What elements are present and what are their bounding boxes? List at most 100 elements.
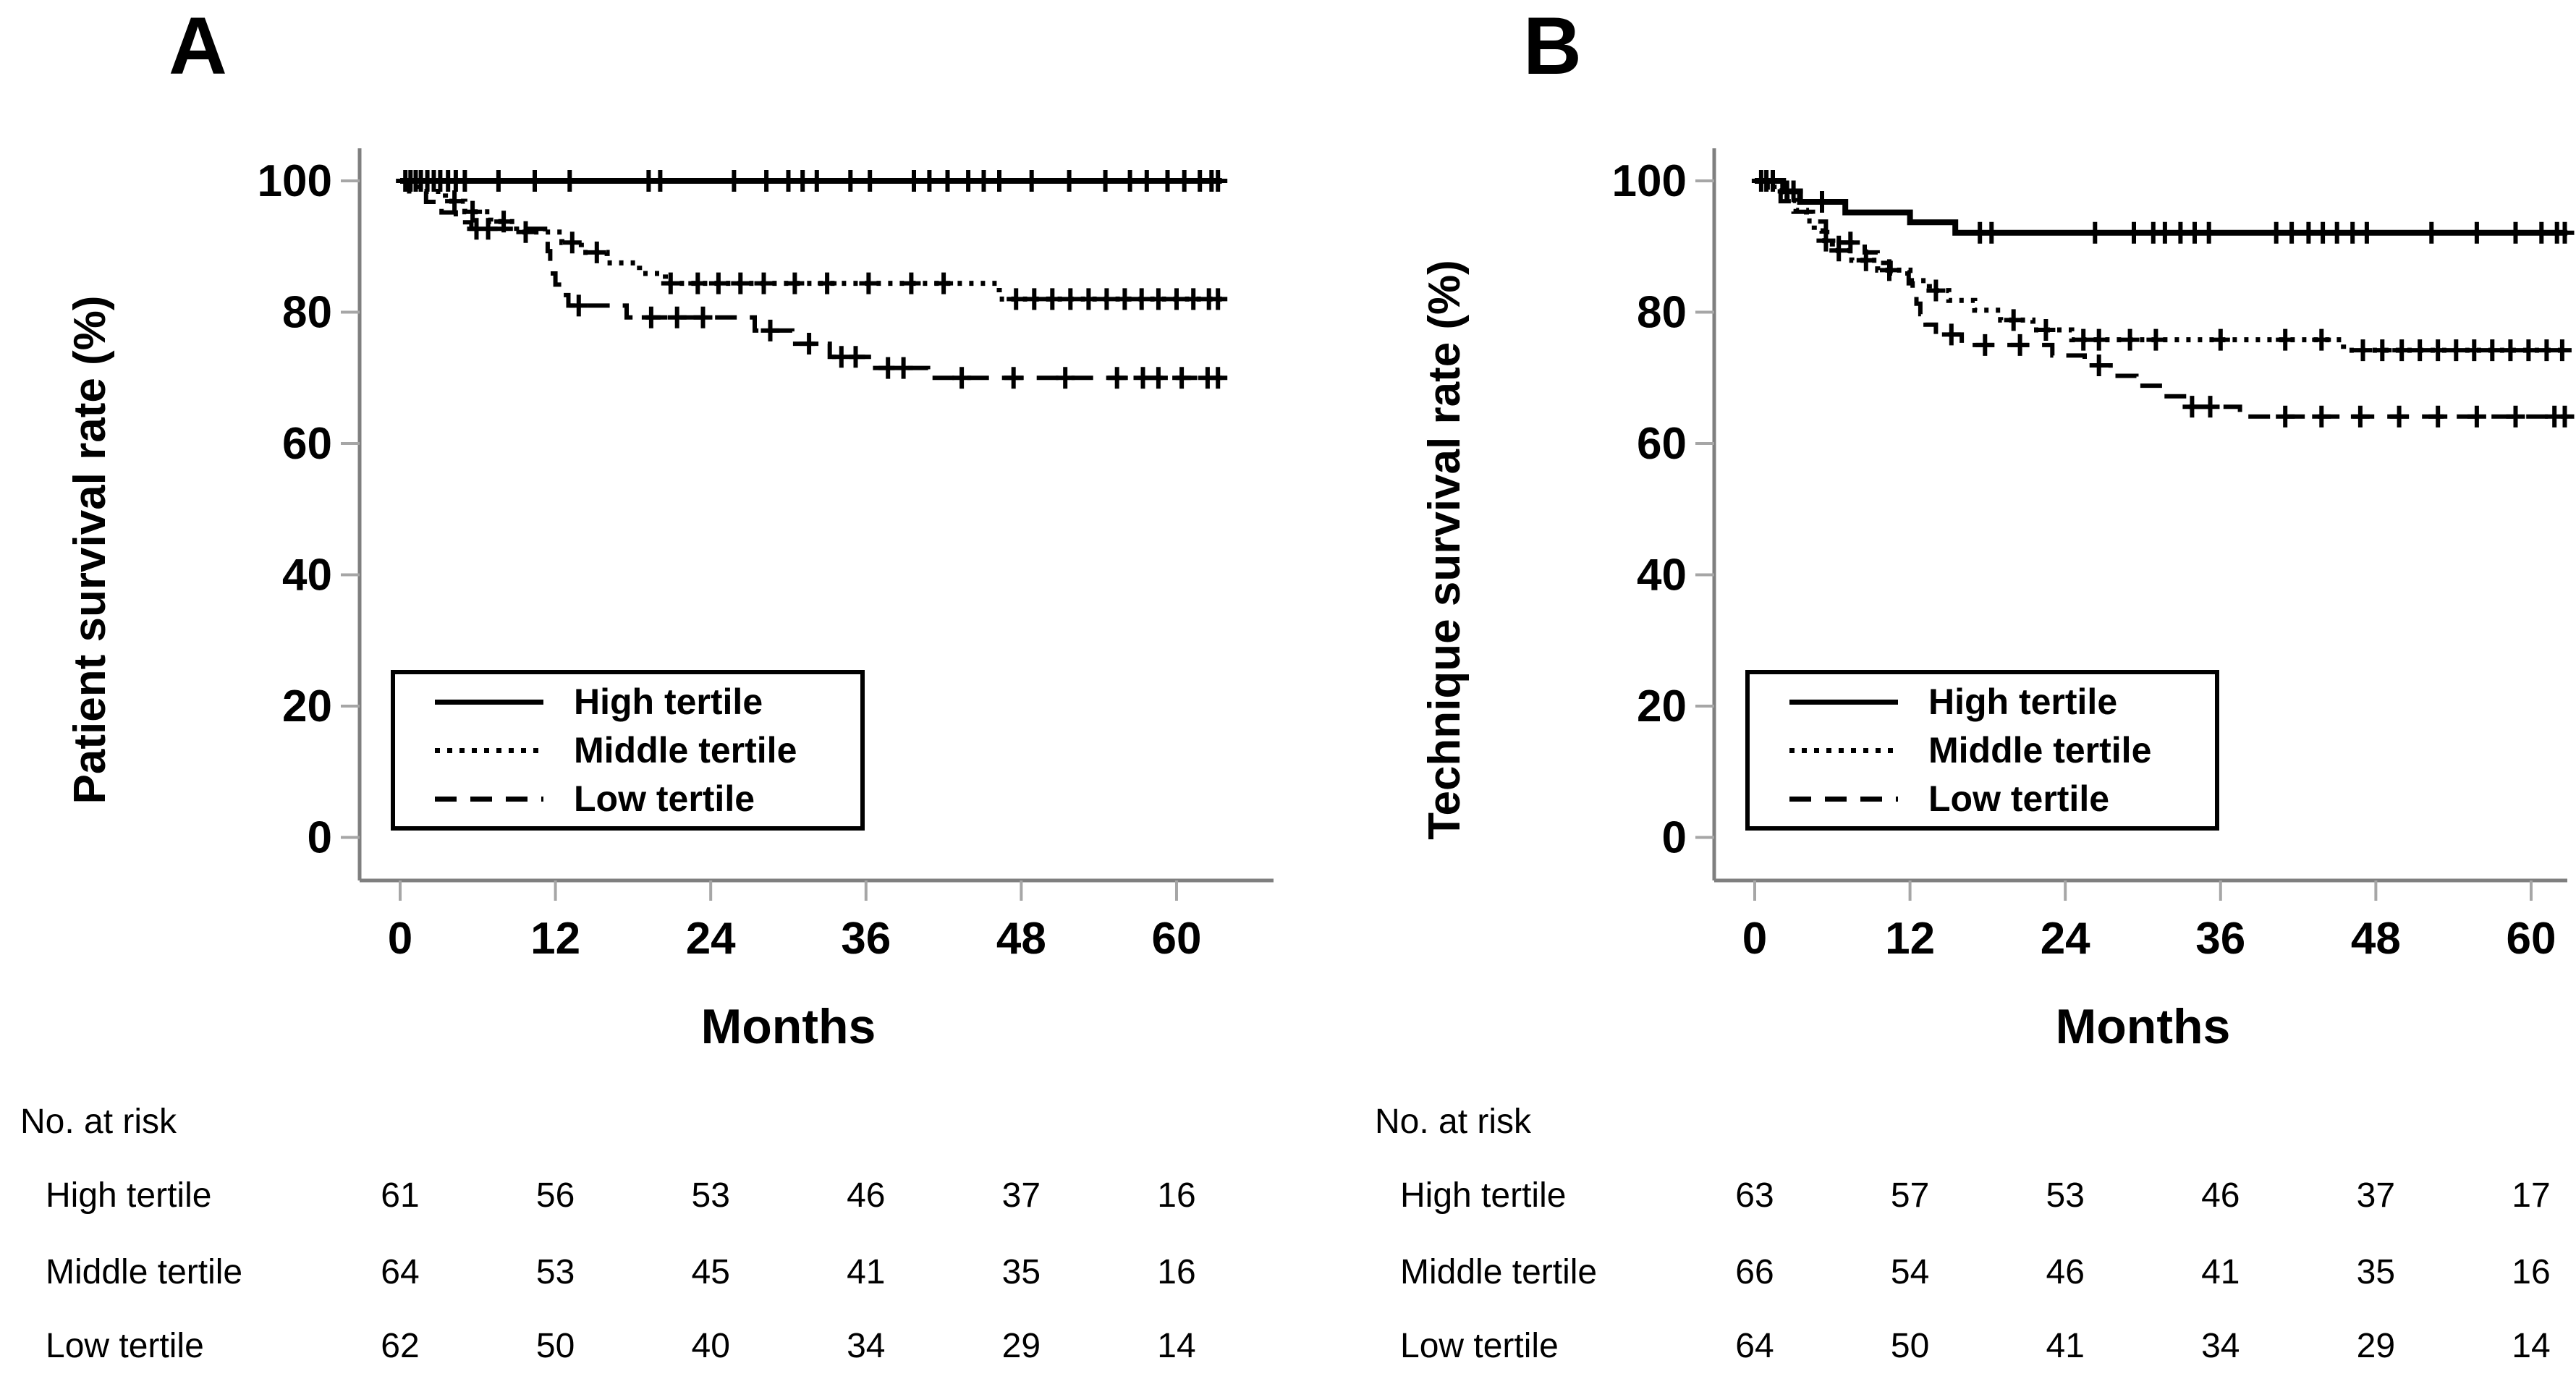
panel-b-letter: B bbox=[1523, 1, 1582, 91]
censor-marks-high-tertile-panel-b bbox=[1751, 170, 2575, 244]
km-curve-low-tertile-panel-b bbox=[1755, 179, 2568, 419]
risk-value: 35 bbox=[2356, 1253, 2396, 1291]
legend-row-middle: Middle tertile bbox=[395, 729, 860, 771]
risk-table-title-b: No. at risk bbox=[1375, 1103, 1532, 1141]
x-tick-label: 24 bbox=[2041, 914, 2090, 964]
legend-panel-a: High tertile Middle tertile Low tertile bbox=[391, 670, 865, 831]
risk-value: 57 bbox=[1890, 1176, 1930, 1215]
legend-label-high: High tertile bbox=[574, 682, 763, 722]
dashed-line-sample bbox=[435, 796, 543, 802]
risk-table-title-a: No. at risk bbox=[20, 1103, 177, 1141]
x-axis-title-panel-b: Months bbox=[2056, 999, 2231, 1054]
y-tick-label: 20 bbox=[1637, 682, 1687, 731]
y-tick-label: 40 bbox=[1637, 551, 1687, 600]
risk-row-label-middle: Middle tertile bbox=[1400, 1253, 1598, 1291]
risk-value: 62 bbox=[381, 1327, 420, 1365]
risk-value: 46 bbox=[2201, 1176, 2240, 1215]
risk-value: 16 bbox=[1157, 1176, 1196, 1215]
risk-row-label-low: Low tertile bbox=[1400, 1327, 1559, 1365]
risk-value: 16 bbox=[1157, 1253, 1196, 1291]
x-tick-label: 0 bbox=[388, 914, 412, 964]
risk-value: 63 bbox=[1735, 1176, 1774, 1215]
legend-row-low: Low tertile bbox=[1750, 778, 2215, 820]
risk-value: 61 bbox=[381, 1176, 420, 1215]
censor-marks-middle-tertile-panel-a bbox=[445, 190, 1228, 310]
risk-value: 46 bbox=[2046, 1253, 2085, 1291]
risk-value: 14 bbox=[2512, 1327, 2551, 1365]
y-tick-label: 0 bbox=[308, 813, 332, 863]
legend-label-middle: Middle tertile bbox=[574, 730, 797, 770]
legend-label-high: High tertile bbox=[1928, 682, 2118, 722]
risk-value: 37 bbox=[1001, 1176, 1041, 1215]
censor-marks-low-tertile-panel-b bbox=[1841, 232, 2575, 428]
risk-value: 16 bbox=[2512, 1253, 2551, 1291]
dotted-line-sample bbox=[435, 747, 543, 753]
censor-marks-low-tertile-panel-a bbox=[467, 218, 1228, 389]
km-curve-low-tertile-panel-a bbox=[400, 179, 1222, 381]
risk-row-label-low: Low tertile bbox=[46, 1327, 204, 1365]
risk-value: 53 bbox=[691, 1176, 730, 1215]
y-tick-label: 40 bbox=[282, 551, 332, 600]
censor-marks-middle-tertile-panel-b bbox=[1816, 229, 2572, 362]
x-tick-label: 24 bbox=[686, 914, 736, 964]
y-tick-label: 60 bbox=[1637, 419, 1687, 469]
x-tick-label: 0 bbox=[1742, 914, 1767, 964]
risk-row-label-high: High tertile bbox=[1400, 1176, 1567, 1215]
risk-value: 50 bbox=[1890, 1327, 1930, 1365]
x-tick-label: 60 bbox=[1151, 914, 1201, 964]
legend-label-low: Low tertile bbox=[574, 778, 755, 819]
y-axis-title-panel-a: Patient survival rate (%) bbox=[65, 296, 115, 804]
risk-value: 53 bbox=[2046, 1176, 2085, 1215]
km-curve-high-tertile-panel-b bbox=[1755, 178, 2568, 236]
x-tick-label: 60 bbox=[2506, 914, 2556, 964]
x-tick-label: 12 bbox=[1885, 914, 1935, 964]
legend-row-high: High tertile bbox=[1750, 681, 2215, 723]
risk-value: 64 bbox=[1735, 1327, 1774, 1365]
x-tick-label: 36 bbox=[2195, 914, 2245, 964]
risk-value: 64 bbox=[381, 1253, 420, 1291]
y-tick-label: 60 bbox=[282, 419, 332, 469]
km-curve-middle-tertile-panel-a bbox=[400, 178, 1222, 302]
km-curve-middle-tertile-panel-b bbox=[1755, 178, 2568, 353]
y-tick-label: 0 bbox=[1662, 813, 1687, 863]
risk-value: 40 bbox=[691, 1327, 730, 1365]
dashed-line-sample bbox=[1789, 796, 1898, 802]
legend-panel-b: High tertile Middle tertile Low tertile bbox=[1745, 670, 2219, 831]
risk-value: 50 bbox=[535, 1327, 575, 1365]
legend-label-middle: Middle tertile bbox=[1928, 730, 2152, 770]
y-tick-label: 80 bbox=[1637, 288, 1687, 338]
risk-value: 56 bbox=[535, 1176, 575, 1215]
censor-marks-high-tertile-panel-a bbox=[396, 170, 1228, 192]
risk-value: 14 bbox=[1157, 1327, 1196, 1365]
risk-value: 34 bbox=[847, 1327, 886, 1365]
legend-row-middle: Middle tertile bbox=[1750, 729, 2215, 771]
risk-value: 41 bbox=[2201, 1253, 2240, 1291]
risk-value: 53 bbox=[535, 1253, 575, 1291]
risk-row-label-middle: Middle tertile bbox=[46, 1253, 243, 1291]
risk-value: 29 bbox=[1001, 1327, 1041, 1365]
panel-a-letter: A bbox=[169, 1, 227, 91]
x-tick-label: 36 bbox=[841, 914, 891, 964]
legend-row-high: High tertile bbox=[395, 681, 860, 723]
solid-line-sample bbox=[435, 699, 543, 705]
legend-label-low: Low tertile bbox=[1928, 778, 2110, 819]
risk-value: 41 bbox=[847, 1253, 886, 1291]
risk-value: 29 bbox=[2356, 1327, 2396, 1365]
x-tick-label: 48 bbox=[2351, 914, 2401, 964]
risk-value: 66 bbox=[1735, 1253, 1774, 1291]
y-tick-label: 80 bbox=[282, 288, 332, 338]
risk-value: 37 bbox=[2356, 1176, 2396, 1215]
x-axis-title-panel-a: Months bbox=[701, 999, 876, 1054]
x-tick-label: 12 bbox=[530, 914, 580, 964]
y-tick-label: 100 bbox=[258, 156, 332, 206]
solid-line-sample bbox=[1789, 699, 1898, 705]
y-axis-title-panel-b: Technique survival rate (%) bbox=[1420, 260, 1470, 840]
risk-value: 34 bbox=[2201, 1327, 2240, 1365]
y-tick-label: 20 bbox=[282, 682, 332, 731]
risk-row-label-high: High tertile bbox=[46, 1176, 212, 1215]
x-tick-label: 48 bbox=[996, 914, 1046, 964]
risk-value: 46 bbox=[847, 1176, 886, 1215]
legend-row-low: Low tertile bbox=[395, 778, 860, 820]
